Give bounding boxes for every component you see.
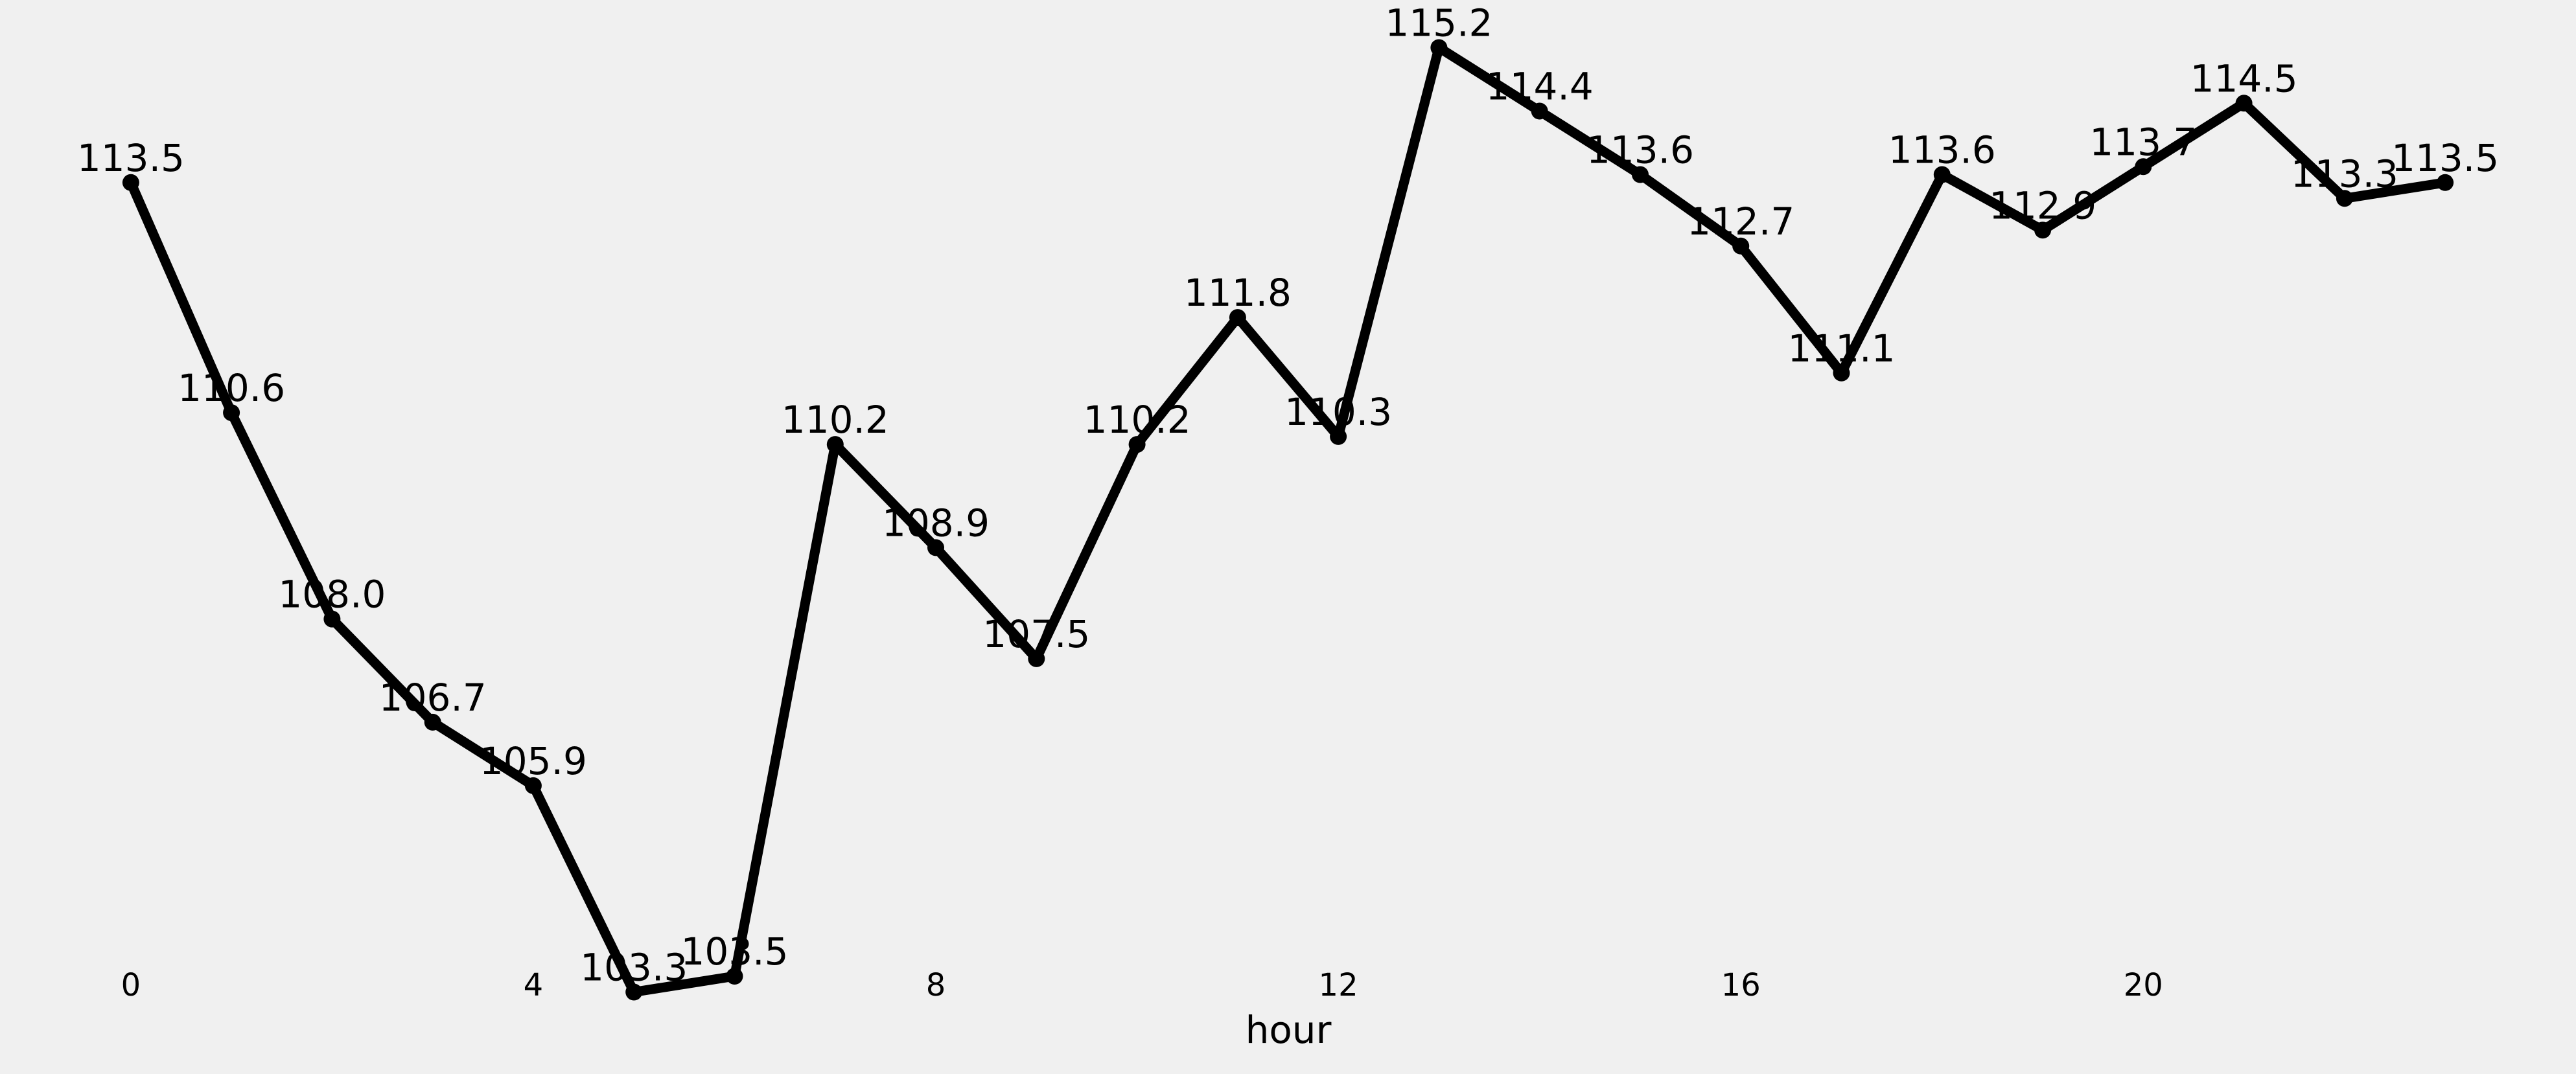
data-label: 110.3 bbox=[1284, 390, 1392, 434]
data-point bbox=[1632, 166, 1649, 183]
data-point bbox=[927, 539, 944, 556]
data-label: 105.9 bbox=[480, 739, 587, 783]
data-point bbox=[122, 174, 139, 191]
data-label: 113.7 bbox=[2089, 120, 2197, 164]
data-point bbox=[1128, 436, 1146, 453]
data-point bbox=[726, 968, 743, 985]
data-label: 113.5 bbox=[77, 136, 185, 180]
data-point bbox=[2034, 222, 2052, 239]
data-label: 110.2 bbox=[782, 398, 889, 442]
x-tick-label: 12 bbox=[1319, 967, 1358, 1003]
data-label: 106.7 bbox=[379, 676, 487, 720]
data-label: 108.0 bbox=[278, 573, 386, 617]
data-label: 113.6 bbox=[1888, 128, 1996, 172]
x-axis-label: hour bbox=[1246, 1008, 1332, 1052]
data-point bbox=[2135, 158, 2152, 176]
data-point bbox=[1028, 650, 1045, 667]
data-label: 113.6 bbox=[1586, 128, 1694, 172]
data-point bbox=[1229, 309, 1246, 326]
data-label: 111.8 bbox=[1184, 271, 1292, 315]
data-point bbox=[424, 713, 441, 731]
data-label: 112.9 bbox=[1989, 183, 2096, 227]
data-label: 112.7 bbox=[1687, 200, 1794, 244]
data-point bbox=[2336, 190, 2353, 207]
data-label: 103.5 bbox=[680, 930, 788, 974]
data-label: 111.1 bbox=[1787, 326, 1895, 371]
series-line bbox=[126, 43, 2446, 997]
x-tick-label: 16 bbox=[1721, 967, 1761, 1003]
data-point bbox=[223, 404, 240, 422]
x-tick-label: 4 bbox=[524, 967, 544, 1003]
data-label: 107.5 bbox=[982, 612, 1090, 656]
data-label: 114.5 bbox=[2190, 56, 2298, 100]
data-point bbox=[2437, 174, 2454, 191]
data-label: 113.3 bbox=[2291, 152, 2398, 196]
data-label: 115.2 bbox=[1385, 1, 1492, 45]
data-point bbox=[323, 610, 341, 628]
x-tick-label: 20 bbox=[2124, 967, 2163, 1003]
data-point bbox=[2235, 95, 2253, 112]
x-tick-label: 0 bbox=[121, 967, 141, 1003]
data-point bbox=[826, 436, 844, 453]
data-label: 110.6 bbox=[178, 366, 285, 410]
data-point bbox=[1833, 364, 1850, 382]
x-tick-label: 8 bbox=[926, 967, 946, 1003]
data-label: 113.5 bbox=[2391, 136, 2499, 180]
data-point bbox=[625, 983, 643, 1001]
data-point bbox=[1430, 39, 1448, 56]
data-point bbox=[1531, 102, 1548, 120]
data-point bbox=[1732, 237, 1750, 255]
data-point bbox=[1933, 166, 1951, 183]
data-label: 114.4 bbox=[1486, 65, 1594, 109]
data-label: 103.3 bbox=[580, 946, 688, 990]
data-label: 110.2 bbox=[1084, 398, 1191, 442]
data-point bbox=[1330, 428, 1347, 445]
data-label: 108.9 bbox=[882, 501, 990, 545]
data-point bbox=[524, 777, 542, 794]
